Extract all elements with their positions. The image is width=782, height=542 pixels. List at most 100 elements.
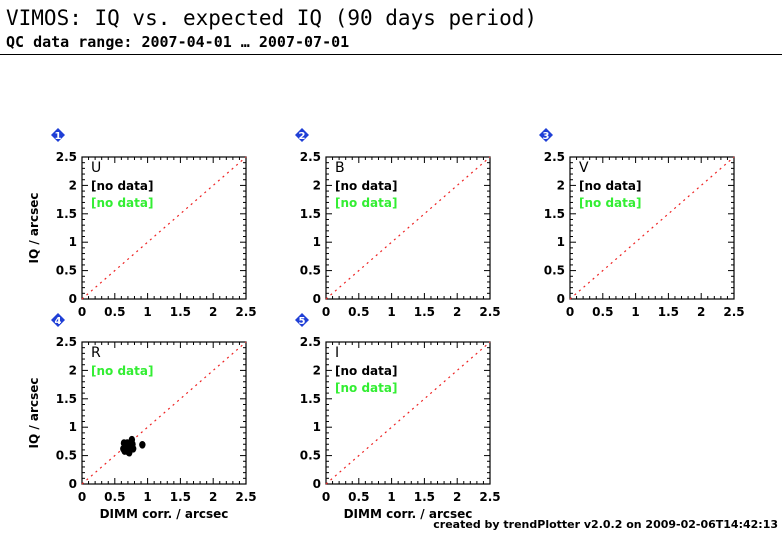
- y-tick-label: 2: [313, 363, 321, 377]
- y-tick-label: 2: [313, 178, 321, 192]
- panel-badge-icon: [51, 128, 65, 142]
- x-tick-label: 2: [453, 490, 461, 504]
- y-tick-label: 1: [69, 420, 77, 434]
- no-data-label: [no data]: [335, 381, 397, 395]
- plot-frame: [81, 341, 247, 485]
- panel-band-label: R: [91, 345, 101, 361]
- y-tick-label: 1.5: [56, 207, 77, 221]
- title-divider: [0, 54, 782, 55]
- y-tick-label: 0: [313, 292, 321, 306]
- reference-line-x-equals-y: [569, 156, 735, 300]
- no-data-label: [no data]: [579, 179, 641, 193]
- x-tick-label: 0.5: [104, 490, 125, 504]
- y-axis-title: IQ / arcsec: [27, 378, 41, 449]
- y-tick-label: 2.5: [544, 150, 565, 164]
- x-tick-label: 2.5: [235, 305, 256, 319]
- plot-panel-R: 4 00 0.5 0.5 1 1 1.5 1.5 2 2 2.5 2.5 R [no data] IQ / …: [27, 313, 257, 521]
- plot-frame: [569, 156, 735, 300]
- y-tick-label: 0.5: [56, 449, 77, 463]
- x-tick-label: 1.5: [414, 305, 435, 319]
- y-axis-title: IQ / arcsec: [27, 193, 41, 264]
- x-tick-label: 1: [631, 305, 639, 319]
- x-tick-label: 1.5: [170, 305, 191, 319]
- x-tick-label: 1.5: [658, 305, 679, 319]
- no-data-label: [no data]: [91, 364, 153, 378]
- x-tick-label: 2: [697, 305, 705, 319]
- panel-badge-icon: [51, 313, 65, 327]
- y-tick-label: 2.5: [300, 150, 321, 164]
- x-tick-label: 2.5: [479, 490, 500, 504]
- reference-line-x-equals-y: [325, 156, 491, 300]
- y-tick-label: 0: [313, 477, 321, 491]
- data-point: [129, 440, 136, 449]
- x-tick-label: 2: [453, 305, 461, 319]
- y-tick-label: 1.5: [544, 207, 565, 221]
- y-tick-label: 1: [69, 235, 77, 249]
- panel-badge-number: 3: [543, 131, 550, 142]
- plot-panel-B: 2 00 0.5 0.5 1 1 1.5 1.5 2 2 2.5 2.5 B [no data] [no d…: [295, 128, 501, 319]
- plot-panel-V: 3 00 0.5 0.5 1 1 1.5 1.5 2 2 2.5 2.5 V [no data] [no d…: [539, 128, 745, 319]
- reference-line-x-equals-y: [81, 341, 247, 485]
- x-tick-label: 0.5: [104, 305, 125, 319]
- plot-panel-U: 1 00 0.5 0.5 1 1 1.5 1.5 2 2 2.5 2.5 U [no data] [no d…: [27, 128, 257, 319]
- page-title: VIMOS: IQ vs. expected IQ (90 days perio…: [6, 6, 538, 30]
- panel-badge-number: 2: [299, 131, 306, 142]
- panel-badge-number: 5: [299, 316, 306, 327]
- x-tick-label: 1.5: [414, 490, 435, 504]
- no-data-label: [no data]: [335, 364, 397, 378]
- no-data-label: [no data]: [91, 196, 153, 210]
- panel-band-label: B: [335, 160, 345, 176]
- x-tick-label: 1.5: [170, 490, 191, 504]
- panel-band-label: U: [91, 160, 101, 176]
- y-tick-label: 0: [69, 292, 77, 306]
- data-point: [139, 441, 146, 449]
- panel-badge-icon: [539, 128, 553, 142]
- plot-frame: [325, 156, 491, 300]
- no-data-label: [no data]: [335, 179, 397, 193]
- no-data-label: [no data]: [579, 196, 641, 210]
- y-tick-label: 2.5: [56, 335, 77, 349]
- y-tick-label: 1.5: [56, 392, 77, 406]
- data-point: [124, 447, 132, 456]
- y-tick-label: 1: [557, 235, 565, 249]
- y-tick-label: 2: [69, 178, 77, 192]
- x-tick-label: 2.5: [723, 305, 744, 319]
- y-tick-label: 0.5: [300, 449, 321, 463]
- x-tick-label: 1: [143, 490, 151, 504]
- x-tick-label: 0.5: [592, 305, 613, 319]
- footer-credit: created by trendPlotter v2.0.2 on 2009-0…: [433, 518, 778, 531]
- y-tick-label: 0.5: [544, 264, 565, 278]
- x-axis-title: DIMM corr. / arcsec: [100, 507, 229, 521]
- x-tick-label: 1: [387, 490, 395, 504]
- no-data-label: [no data]: [91, 179, 153, 193]
- panel-band-label: V: [579, 160, 589, 176]
- y-tick-label: 2: [557, 178, 565, 192]
- x-tick-label: 0: [78, 490, 86, 504]
- x-tick-label: 0: [322, 305, 330, 319]
- panel-badge-icon: [295, 313, 309, 327]
- plot-panel-I: 5 00 0.5 0.5 1 1 1.5 1.5 2 2 2.5 2.5 I [no data] [no d…: [295, 313, 501, 521]
- no-data-label: [no data]: [335, 196, 397, 210]
- y-tick-label: 0.5: [300, 264, 321, 278]
- y-tick-label: 0: [557, 292, 565, 306]
- x-axis-title: DIMM corr. / arcsec: [344, 507, 473, 521]
- x-tick-label: 2.5: [235, 490, 256, 504]
- x-tick-label: 0: [566, 305, 574, 319]
- plot-frame: [325, 341, 491, 485]
- y-tick-label: 2.5: [300, 335, 321, 349]
- y-tick-label: 2: [69, 363, 77, 377]
- x-tick-label: 1: [387, 305, 395, 319]
- x-tick-label: 1: [143, 305, 151, 319]
- x-tick-label: 2: [209, 305, 217, 319]
- y-tick-label: 0: [69, 477, 77, 491]
- panel-band-label: I: [335, 345, 339, 361]
- y-tick-label: 1: [313, 420, 321, 434]
- reference-line-x-equals-y: [325, 341, 491, 485]
- plot-frame: [81, 156, 247, 300]
- panel-badge-icon: [295, 128, 309, 142]
- reference-line-x-equals-y: [81, 156, 247, 300]
- x-tick-label: 0: [322, 490, 330, 504]
- y-tick-label: 2.5: [56, 150, 77, 164]
- page-subtitle: QC data range: 2007-04-01 … 2007-07-01: [6, 33, 350, 51]
